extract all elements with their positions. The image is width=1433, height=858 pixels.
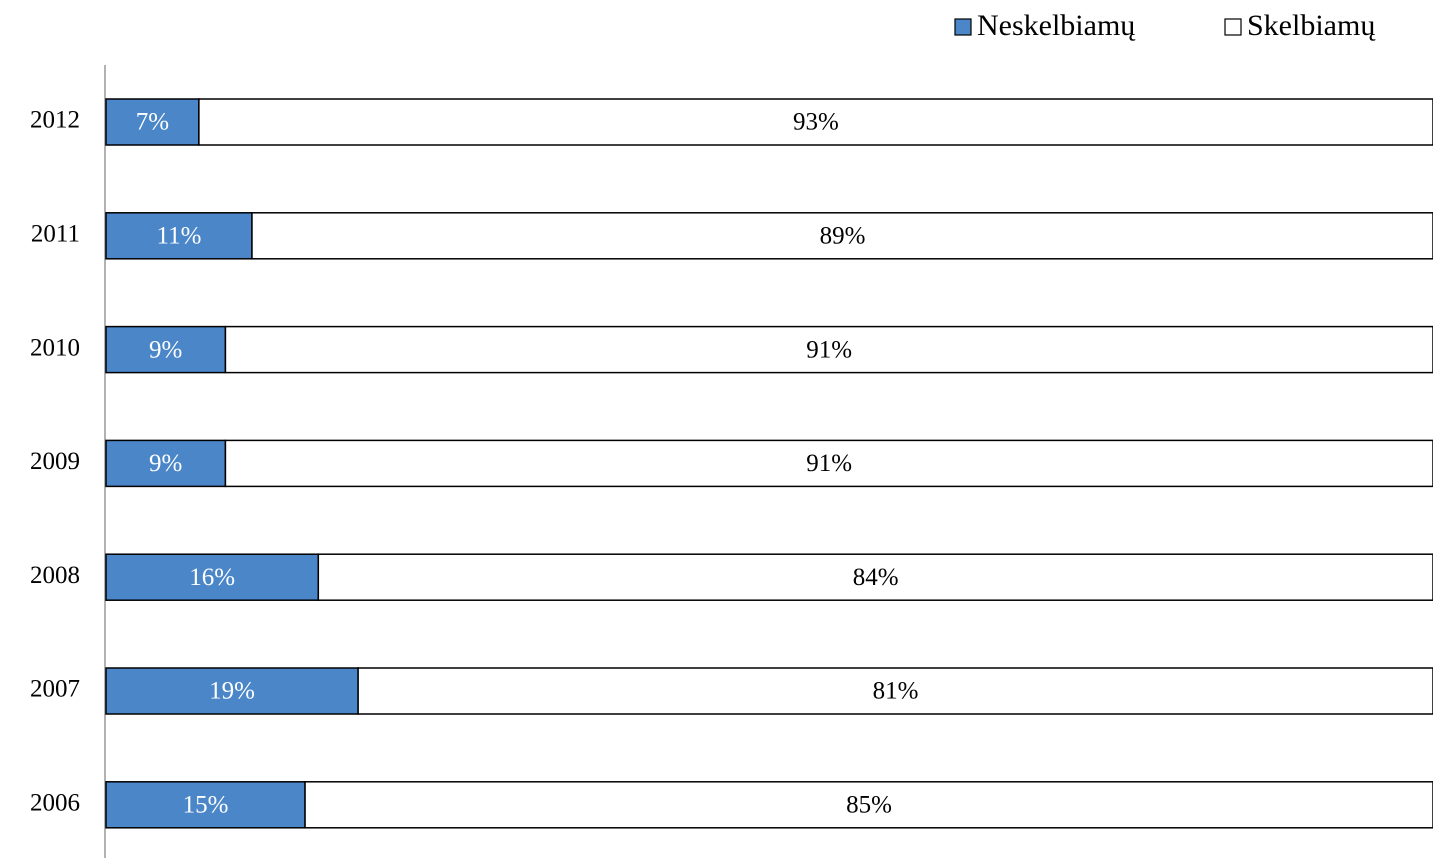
data-label: 9%	[149, 336, 182, 363]
data-label: 7%	[136, 109, 169, 136]
data-label: 93%	[793, 109, 839, 136]
bar-segment	[251, 212, 1433, 260]
y-tick-label: 2007	[30, 676, 80, 703]
data-label: 15%	[183, 792, 229, 819]
data-label: 19%	[209, 678, 255, 705]
y-tick-label: 2008	[30, 562, 80, 589]
bar-segment	[317, 553, 1433, 601]
bar-segment	[105, 667, 359, 715]
y-tick-label: 2012	[30, 107, 80, 134]
data-label: 84%	[853, 564, 899, 591]
y-tick-label: 2010	[30, 334, 80, 361]
data-label: 16%	[189, 564, 235, 591]
bar-segment	[224, 325, 1433, 374]
data-label: 91%	[806, 450, 852, 477]
y-tick-label: 2011	[31, 221, 80, 248]
data-label: 85%	[846, 792, 892, 819]
bar-segment	[105, 212, 253, 260]
legend-swatch	[954, 18, 972, 36]
y-tick-label: 2006	[30, 790, 80, 817]
bar-segment	[198, 98, 1433, 146]
bar-segment	[224, 439, 1433, 488]
bar-segment	[357, 667, 1433, 715]
data-label: 11%	[157, 223, 202, 250]
legend-swatch	[1224, 18, 1242, 36]
data-label: 81%	[873, 678, 919, 705]
data-label: 91%	[806, 336, 852, 363]
bar-segment	[304, 781, 1433, 829]
data-label: 9%	[149, 450, 182, 477]
data-label: 89%	[820, 223, 866, 250]
legend-label: Skelbiamų	[1247, 9, 1376, 42]
legend-label: Neskelbiamų	[977, 9, 1136, 42]
y-tick-label: 2009	[30, 448, 80, 475]
bar-segment	[105, 781, 306, 829]
